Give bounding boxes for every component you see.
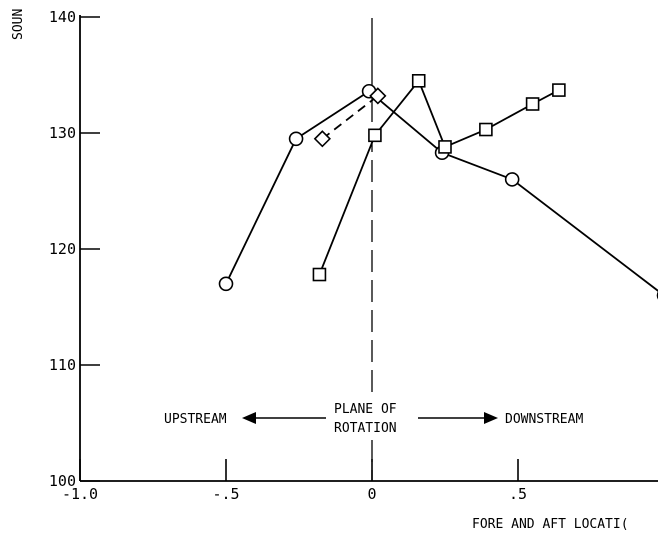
annotations: UPSTREAM PLANE OF ROTATION DOWNSTREAM: [164, 402, 583, 436]
series-square: [312, 74, 566, 282]
series-line: [321, 95, 379, 140]
data-point-square: [525, 97, 540, 111]
plane-of-rotation-label-line2: ROTATION: [334, 421, 397, 436]
upstream-arrow-head: [242, 412, 256, 424]
data-point-circle: [218, 276, 234, 292]
y-tick-label: 140: [49, 8, 76, 26]
x-tick-label: 0: [367, 485, 376, 503]
y-tick-label: 100: [49, 472, 76, 490]
series-diamond: [313, 87, 387, 148]
y-tick-label: 120: [49, 240, 76, 258]
x-tick-label: .5: [509, 485, 527, 503]
data-point-square: [438, 140, 452, 154]
data-point-diamond: [369, 87, 387, 105]
series-line: [318, 79, 560, 275]
series-group: [218, 74, 658, 300]
y-axis-title: SOUN: [11, 9, 26, 40]
y-tick-label: 130: [49, 124, 76, 142]
data-point-square: [368, 128, 382, 143]
series-line: [225, 90, 658, 292]
downstream-arrow-head: [484, 412, 498, 424]
data-point-circle: [504, 172, 520, 187]
y-tick-label: 110: [49, 356, 76, 374]
downstream-label: DOWNSTREAM: [505, 412, 583, 427]
data-point-square: [312, 267, 327, 282]
x-tick-label: -1.0: [62, 485, 98, 503]
series-circle: [218, 83, 658, 300]
data-point-square: [479, 122, 493, 137]
data-point-circle: [288, 131, 304, 147]
x-axis-title: FORE AND AFT LOCATI(: [472, 517, 629, 532]
x-tick-label: -.5: [212, 485, 239, 503]
data-point-diamond: [313, 130, 331, 148]
data-point-square: [411, 74, 426, 88]
data-point-square: [552, 83, 566, 97]
upstream-label: UPSTREAM: [164, 412, 227, 427]
plane-of-rotation-label-line1: PLANE OF: [334, 402, 397, 417]
